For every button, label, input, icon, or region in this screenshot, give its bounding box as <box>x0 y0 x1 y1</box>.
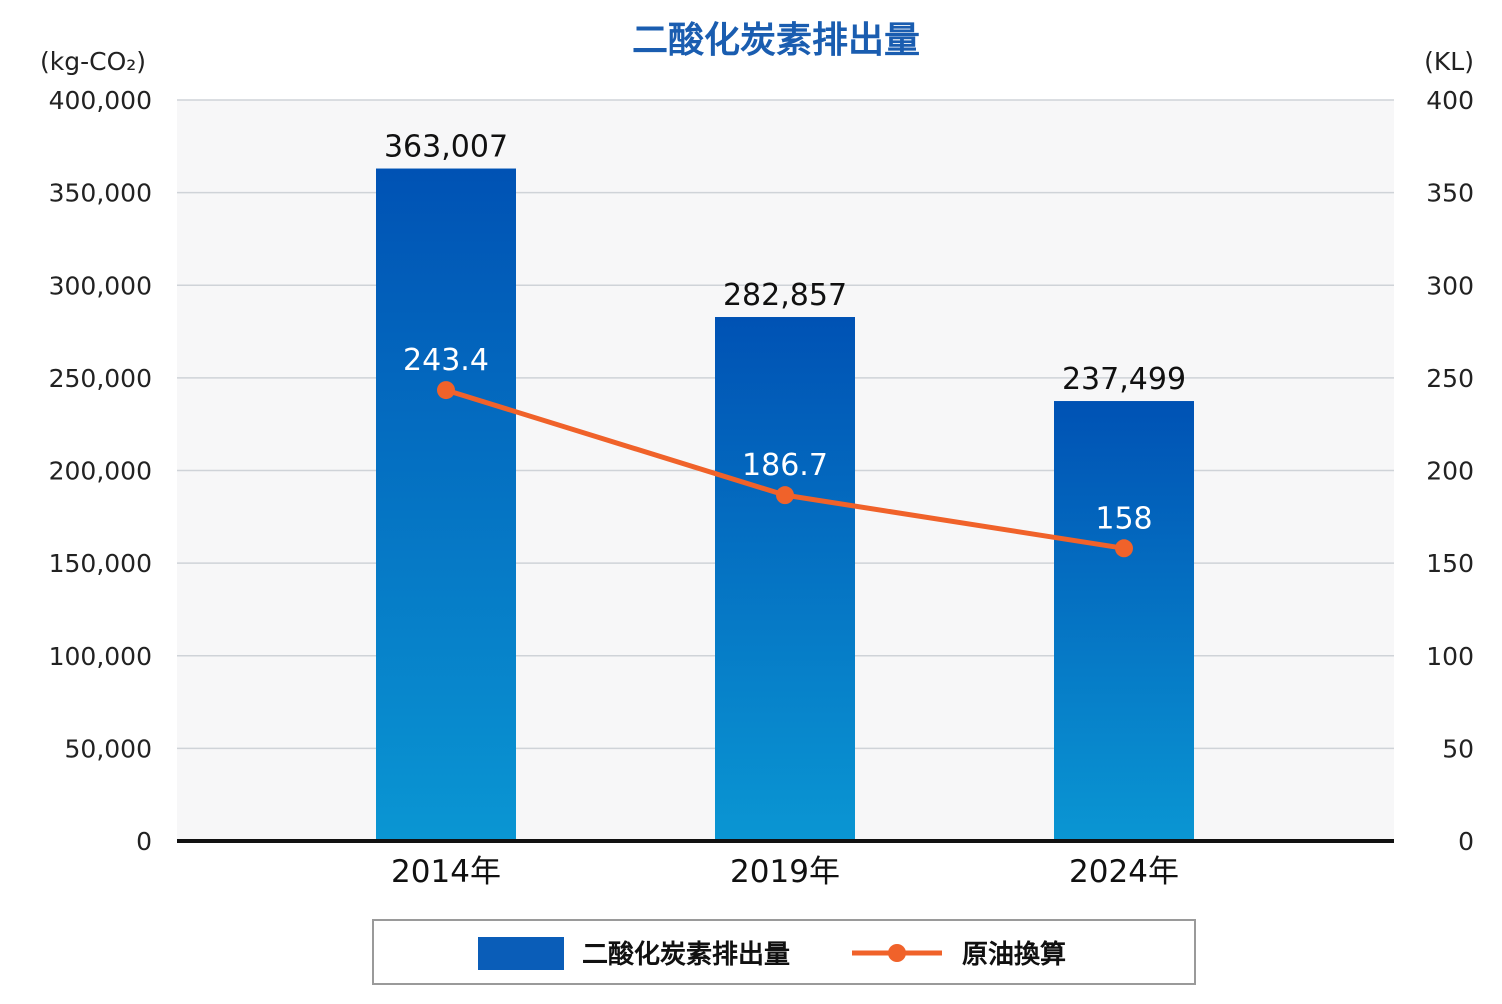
bar-value-label: 282,857 <box>723 278 847 313</box>
line-value-label: 158 <box>1095 501 1152 536</box>
right-tick-label: 50 <box>1442 734 1474 763</box>
right-tick-label: 300 <box>1426 271 1474 300</box>
right-axis-unit: (KL) <box>1424 47 1474 76</box>
line-value-label: 243.4 <box>403 343 489 378</box>
right-axis-ticks: 0 50 100 150 200 250 300 350 400 <box>1426 86 1474 856</box>
line-point <box>437 381 455 400</box>
bar-value-label: 237,499 <box>1062 362 1186 397</box>
right-tick-label: 100 <box>1426 642 1474 671</box>
x-tick-label: 2019年 <box>730 854 840 890</box>
left-axis-ticks: 0 50,000 100,000 150,000 200,000 250,000 300,0… <box>49 86 152 856</box>
right-tick-label: 400 <box>1426 86 1474 115</box>
bar-value-label: 363,007 <box>384 130 508 165</box>
legend-bar-label: 二酸化炭素排出量 <box>582 940 790 970</box>
bar <box>715 317 855 841</box>
legend: 二酸化炭素排出量 原油換算 <box>372 919 1196 985</box>
left-tick-label: 300,000 <box>49 271 152 300</box>
legend-line-label: 原油換算 <box>962 939 1066 970</box>
legend-bar-swatch <box>478 937 564 970</box>
left-tick-label: 0 <box>136 827 152 856</box>
line-value-label: 186.7 <box>742 448 828 483</box>
right-tick-label: 200 <box>1426 457 1474 486</box>
bar-value-labels: 363,007 282,857 237,499 <box>384 130 1186 398</box>
left-tick-label: 400,000 <box>49 86 152 115</box>
left-tick-label: 100,000 <box>49 642 152 671</box>
right-tick-label: 150 <box>1426 549 1474 578</box>
left-tick-label: 250,000 <box>49 364 152 393</box>
right-tick-label: 0 <box>1458 827 1474 856</box>
left-tick-label: 200,000 <box>49 457 152 486</box>
left-tick-label: 350,000 <box>49 179 152 208</box>
chart-title: 二酸化炭素排出量 <box>632 20 920 61</box>
legend-line-marker <box>888 944 906 962</box>
line-point <box>1115 539 1133 558</box>
left-tick-label: 150,000 <box>49 549 152 578</box>
left-axis-unit: (kg-CO₂) <box>40 47 146 76</box>
bar <box>376 168 516 841</box>
x-tick-label: 2014年 <box>391 854 501 890</box>
bar <box>1054 401 1194 841</box>
x-axis-labels: 2014年 2019年 2024年 <box>391 854 1179 890</box>
left-tick-label: 50,000 <box>65 734 152 763</box>
right-tick-label: 250 <box>1426 364 1474 393</box>
line-value-labels: 243.4 186.7 158 <box>403 343 1153 536</box>
line-point <box>776 486 794 505</box>
line-series <box>437 381 1133 558</box>
bar-series <box>376 168 1194 841</box>
right-tick-label: 350 <box>1426 179 1474 208</box>
x-tick-label: 2024年 <box>1069 854 1179 890</box>
